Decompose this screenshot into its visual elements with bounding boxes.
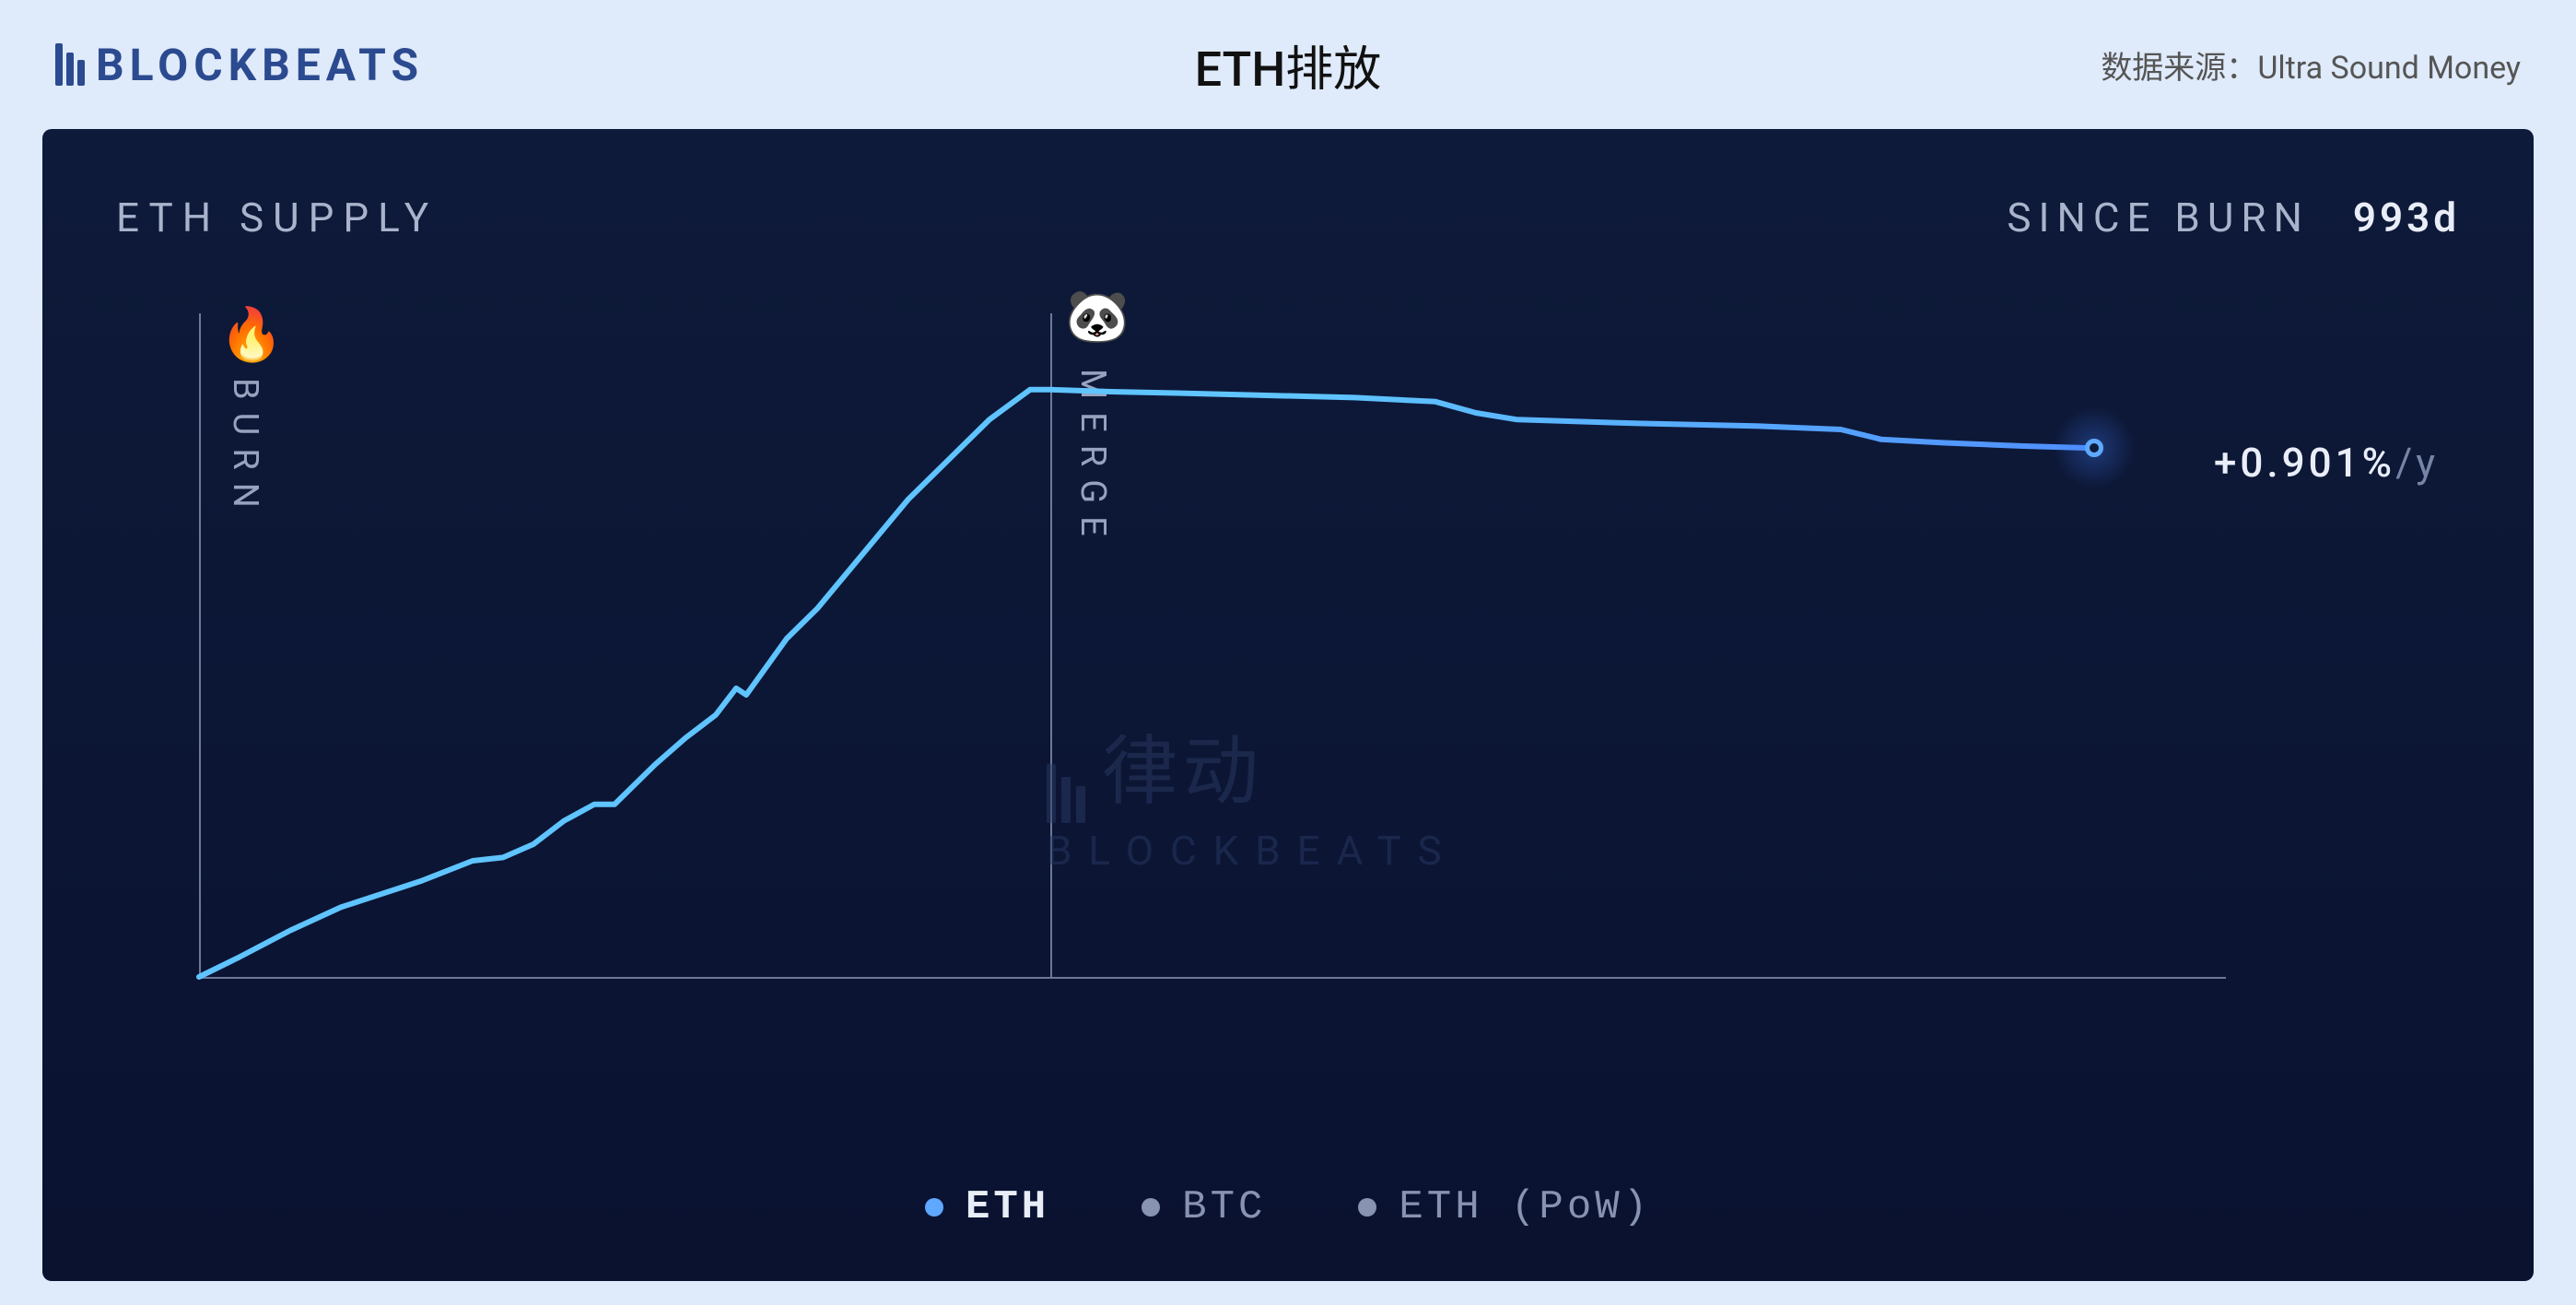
panel-title: ETH SUPPLY [116, 194, 438, 241]
source-label: 数据来源： [2101, 50, 2257, 87]
legend-dot-icon [1358, 1198, 1376, 1217]
legend-dot-icon [925, 1198, 943, 1217]
since-label: SINCE BURN [2007, 194, 2310, 241]
chart-panel: ETH SUPPLY SINCE BURN 993d 🔥 BURN 🐼 MERG… [42, 129, 2534, 1281]
annual-rate-value: +0.901%/y [2214, 439, 2439, 487]
since-value: 993d [2353, 194, 2460, 241]
rate-number: +0.901% [2214, 439, 2395, 487]
line-end-marker [2085, 439, 2103, 457]
legend-dot-icon [1142, 1198, 1160, 1217]
source-value: Ultra Sound Money [2257, 50, 2521, 87]
chart-legend: ETH BTC ETH (PoW) [42, 1184, 2534, 1230]
logo-bars-icon [55, 43, 85, 86]
legend-label: ETH [966, 1184, 1049, 1230]
legend-item-eth[interactable]: ETH [925, 1184, 1049, 1230]
page-container: BLOCKBEATS ETH排放 数据来源：Ultra Sound Money … [42, 0, 2534, 1305]
since-burn: SINCE BURN 993d [2007, 194, 2460, 241]
chart-area: 🔥 BURN 🐼 MERGE 律动 BLOCKBEATS +0.901%/y [199, 313, 2226, 1143]
rate-unit: /y [2395, 439, 2439, 487]
data-source: 数据来源：Ultra Sound Money [2101, 42, 2521, 88]
panel-header: ETH SUPPLY SINCE BURN 993d [42, 129, 2534, 241]
logo-text: BLOCKBEATS [96, 39, 424, 91]
legend-label: BTC [1182, 1184, 1266, 1230]
legend-item-btc[interactable]: BTC [1142, 1184, 1266, 1230]
legend-label: ETH (PoW) [1399, 1184, 1651, 1230]
page-title: ETH排放 [1195, 30, 1381, 100]
legend-item-eth-pow[interactable]: ETH (PoW) [1358, 1184, 1651, 1230]
x-axis [199, 977, 2226, 979]
supply-line-chart [199, 313, 2226, 977]
brand-logo: BLOCKBEATS [55, 39, 424, 91]
page-header: BLOCKBEATS ETH排放 数据来源：Ultra Sound Money [42, 0, 2534, 129]
